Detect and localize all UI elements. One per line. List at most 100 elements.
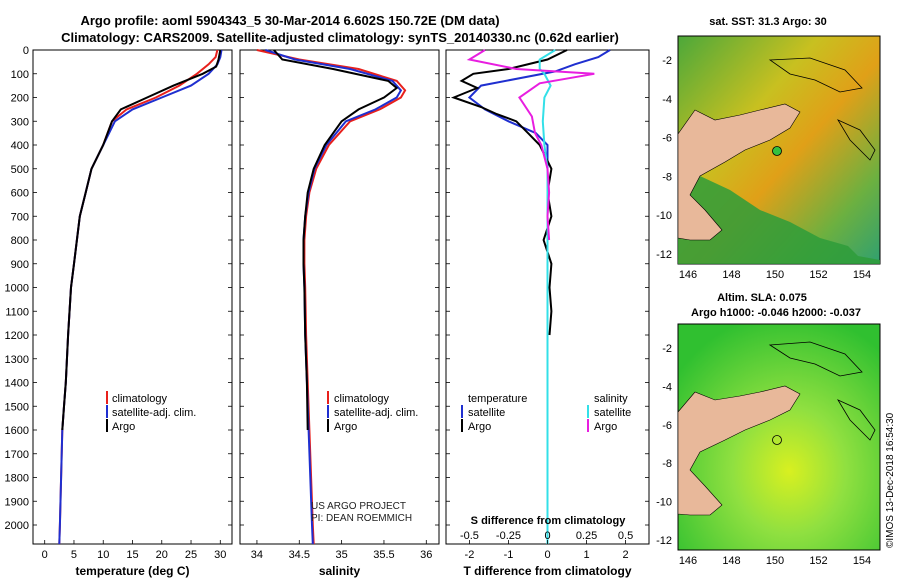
legend-label-argo: Argo bbox=[112, 421, 135, 433]
x-axis-label: temperature (deg C) bbox=[75, 564, 189, 578]
map-lat-label: -12 bbox=[656, 249, 672, 261]
map-lat-label: -6 bbox=[662, 420, 672, 432]
sst-map-title: sat. SST: 31.3 Argo: 30 bbox=[709, 16, 827, 28]
series-line-argo bbox=[61, 49, 222, 431]
depth-tick-label: 1200 bbox=[5, 330, 29, 342]
x-tick-label: 35.5 bbox=[373, 549, 394, 561]
series-line-climatology bbox=[58, 49, 219, 545]
map-lon-label: 152 bbox=[809, 269, 827, 281]
credit-line-1: US ARGO PROJECT bbox=[311, 501, 406, 512]
float-location-marker bbox=[772, 146, 782, 156]
map-lat-label: -12 bbox=[656, 535, 672, 547]
x-tick-label: 0 bbox=[42, 549, 48, 561]
temperature-series bbox=[58, 49, 223, 545]
legend-label-argo: Argo bbox=[334, 421, 357, 433]
bougainville-coast bbox=[836, 119, 876, 161]
series-line-satellite-adj-clim- bbox=[58, 49, 223, 545]
new-guinea-landmass bbox=[677, 103, 801, 241]
map-lat-label: -4 bbox=[662, 381, 672, 393]
map-lat-label: -8 bbox=[662, 458, 672, 470]
legend-label-t-satellite: satellite bbox=[468, 407, 505, 419]
temperature-legend: climatology satellite-adj. clim. Argo bbox=[106, 391, 196, 433]
map-lat-label: -2 bbox=[662, 55, 672, 67]
map-lat-label: -2 bbox=[662, 343, 672, 355]
legend-label-climatology: climatology bbox=[334, 393, 390, 405]
x-tick-label: 25 bbox=[185, 549, 197, 561]
x-tick-label: -1 bbox=[504, 549, 514, 561]
x-axis-label: T difference from climatology bbox=[463, 564, 631, 578]
x-tick-label: 2 bbox=[623, 549, 629, 561]
salinity-panel-frame bbox=[239, 49, 440, 545]
map-lat-label: -10 bbox=[656, 210, 672, 222]
s-tick-label: 0.25 bbox=[576, 530, 597, 542]
sst-cool-region bbox=[678, 176, 880, 264]
salinity-series bbox=[256, 49, 407, 545]
depth-tick-label: 1300 bbox=[5, 354, 29, 366]
x-tick-label: 10 bbox=[97, 549, 109, 561]
map-lon-label: 154 bbox=[853, 269, 871, 281]
depth-tick-label: 1400 bbox=[5, 378, 29, 390]
sla-title-2: Argo h1000: -0.046 h2000: -0.037 bbox=[691, 307, 861, 319]
s-tick-label: 0 bbox=[544, 530, 550, 542]
depth-tick-label: 300 bbox=[11, 116, 29, 128]
depth-tick-label: 900 bbox=[11, 259, 29, 271]
map-lat-label: -6 bbox=[662, 133, 672, 145]
x-tick-label: 34 bbox=[251, 549, 263, 561]
series-line-satellite-adj-clim- bbox=[265, 49, 403, 545]
new-britain-coast bbox=[768, 57, 863, 93]
x-tick-label: 30 bbox=[214, 549, 226, 561]
imos-timestamp: ©IMOS 13-Dec-2018 16:54:30 bbox=[885, 412, 896, 548]
x-tick-label: 5 bbox=[71, 549, 77, 561]
legend-label-t-argo: Argo bbox=[468, 421, 491, 433]
map-lon-label: 148 bbox=[722, 555, 740, 567]
map-lon-label: 150 bbox=[766, 555, 784, 567]
header-line-1: Argo profile: aoml 5904343_5 30-Mar-2014… bbox=[80, 13, 499, 28]
depth-tick-label: 1000 bbox=[5, 283, 29, 295]
x-axis-label: salinity bbox=[319, 564, 361, 578]
legend-t-title: temperature bbox=[468, 393, 527, 405]
depth-tick-label: 200 bbox=[11, 93, 29, 105]
new-guinea-landmass bbox=[677, 385, 801, 516]
series-line-s-satellite bbox=[538, 49, 556, 544]
s-difference-label: S difference from climatology bbox=[471, 515, 627, 527]
sst-map: sat. SST: 31.3 Argo: 30 bbox=[677, 16, 881, 265]
new-britain-coast bbox=[768, 341, 863, 377]
s-tick-label: -0.5 bbox=[460, 530, 479, 542]
difference-series bbox=[450, 49, 611, 544]
depth-tick-label: 400 bbox=[11, 140, 29, 152]
map-lon-label: 146 bbox=[679, 555, 697, 567]
map-lon-label: 154 bbox=[853, 555, 871, 567]
difference-legend: temperature satellite Argo salinity sate… bbox=[461, 393, 631, 527]
legend-label-s-argo: Argo bbox=[594, 421, 617, 433]
s-tick-label: -0.25 bbox=[496, 530, 521, 542]
map-lat-label: -10 bbox=[656, 497, 672, 509]
header-line-2: Climatology: CARS2009. Satellite-adjuste… bbox=[61, 30, 619, 45]
depth-tick-label: 1800 bbox=[5, 473, 29, 485]
depth-tick-label: 2000 bbox=[5, 520, 29, 532]
map-ticks: -2 -4 -6 -8 -10 -12 146 148 150 152 154 -2 -4 -6 -8 -10… bbox=[656, 55, 871, 567]
depth-tick-label: 1500 bbox=[5, 401, 29, 413]
series-line-s-argo bbox=[466, 49, 595, 241]
depth-tick-label: 500 bbox=[11, 164, 29, 176]
s-tick-label: 0.5 bbox=[618, 530, 633, 542]
credit-line-2: PI: DEAN ROEMMICH bbox=[311, 513, 412, 524]
depth-tick-label: 1100 bbox=[5, 306, 29, 318]
x-tick-label: 34.5 bbox=[289, 549, 310, 561]
map-lon-label: 146 bbox=[679, 269, 697, 281]
map-lat-label: -4 bbox=[662, 94, 672, 106]
sla-map: Altim. SLA: 0.075 Argo h1000: -0.046 h20… bbox=[677, 292, 881, 551]
depth-tick-label: 800 bbox=[11, 235, 29, 247]
x-tick-label: 15 bbox=[126, 549, 138, 561]
depth-axis: 0 100 200 300 400 500 600 700 800 900 1000 1100 1200… bbox=[5, 45, 649, 532]
legend-label-climatology: climatology bbox=[112, 393, 168, 405]
float-location-marker bbox=[772, 435, 782, 445]
depth-tick-label: 1900 bbox=[5, 496, 29, 508]
sla-title-1: Altim. SLA: 0.075 bbox=[717, 292, 807, 304]
map-lon-label: 148 bbox=[722, 269, 740, 281]
legend-s-title: salinity bbox=[594, 393, 628, 405]
x-tick-label: 36 bbox=[420, 549, 432, 561]
x-tick-label: -2 bbox=[465, 549, 475, 561]
x-tick-label: 0 bbox=[544, 549, 550, 561]
